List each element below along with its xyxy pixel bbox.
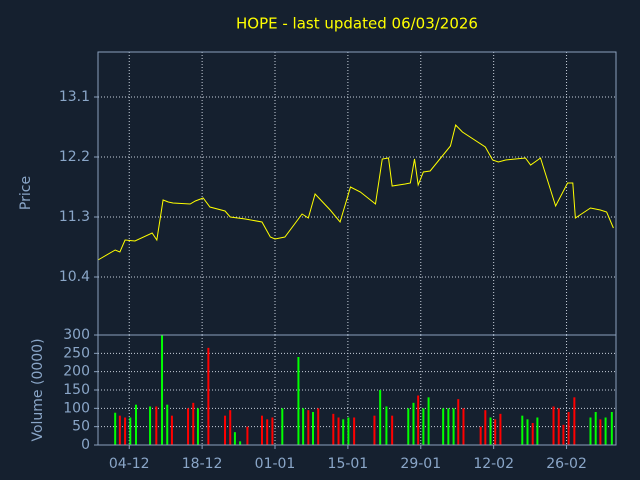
volume-bar (452, 408, 455, 445)
volume-bar (373, 415, 376, 445)
y-tick-label: 150 (63, 382, 90, 398)
volume-bar (166, 404, 169, 445)
volume-bar (442, 408, 445, 445)
y-tick-label: 50 (72, 419, 90, 435)
volume-bar (342, 419, 345, 445)
y-tick-label: 11.3 (59, 209, 90, 225)
volume-bar (407, 408, 410, 445)
y-tick-label: 250 (63, 345, 90, 361)
x-tick-label: 29-01 (400, 456, 441, 472)
y-tick-label: 300 (63, 327, 90, 343)
volume-bar (266, 419, 269, 445)
volume-bar (604, 417, 607, 445)
x-tick-label: 01-01 (255, 456, 296, 472)
volume-bar (118, 415, 121, 445)
y-tick-label: 10.4 (59, 269, 90, 285)
volume-bar (317, 408, 320, 445)
volume-bar (246, 426, 249, 445)
volume-bar (114, 412, 117, 445)
volume-bar (196, 408, 199, 445)
y-axis-label: Volume (0000) (30, 338, 46, 441)
volume-bar (427, 397, 430, 445)
y-tick-label: 200 (63, 364, 90, 380)
volume-bar (417, 395, 420, 445)
volume-bar (521, 415, 524, 445)
volume-bar (207, 347, 210, 445)
x-tick-label: 12-02 (473, 456, 514, 472)
x-tick-label: 15-01 (328, 456, 369, 472)
volume-bar (479, 426, 482, 445)
y-tick-label: 12.2 (59, 149, 90, 165)
volume-bar (307, 410, 310, 445)
volume-bar (610, 412, 613, 445)
volume-bar (567, 412, 570, 445)
price-line (97, 124, 614, 261)
volume-bar (599, 419, 602, 445)
volume-bar (124, 417, 127, 445)
volume-bar (129, 417, 132, 445)
y-tick-label: 0 (81, 437, 90, 453)
volume-bar (447, 408, 450, 445)
volume-bar (170, 415, 173, 445)
plot-frame (97, 51, 617, 336)
volume-bar (149, 406, 152, 445)
volume-bar (499, 413, 502, 445)
y-axis-label: Price (18, 176, 34, 210)
volume-bar (161, 335, 164, 445)
x-tick-label: 26-02 (546, 456, 587, 472)
volume-bar (494, 419, 497, 445)
volume-bar (302, 408, 305, 445)
volume-bar (552, 406, 555, 445)
volume-bar (233, 432, 236, 445)
volume-bar (385, 406, 388, 445)
plot-frame (97, 334, 617, 446)
volume-bar (224, 415, 227, 445)
volume-bar (239, 441, 242, 445)
volume-bar (462, 408, 465, 445)
volume-bar (531, 423, 534, 445)
volume-bar (557, 408, 560, 445)
volume-bar (526, 419, 529, 445)
volume-bar (155, 406, 158, 445)
volume-bar (594, 412, 597, 445)
volume-bar (347, 417, 350, 445)
volume-bar (229, 410, 232, 445)
y-tick-label: 13.1 (59, 89, 90, 105)
volume-bar (260, 415, 263, 445)
volume-bar (337, 417, 340, 445)
volume-bar (187, 408, 190, 445)
volume-bar (297, 357, 300, 445)
volume-bar (353, 417, 356, 445)
volume-bar (281, 408, 284, 445)
x-tick-label: 04-12 (109, 456, 150, 472)
volume-bar (457, 399, 460, 445)
volume-bar (589, 417, 592, 445)
volume-bar (484, 410, 487, 445)
x-tick-label: 18-12 (182, 456, 223, 472)
volume-bar (391, 415, 394, 445)
volume-bar (332, 413, 335, 445)
volume-bar (192, 402, 195, 445)
chart-title: HOPE - last updated 06/03/2026 (236, 15, 478, 33)
volume-bar (562, 424, 565, 445)
y-tick-label: 100 (63, 400, 90, 416)
volume-bar (422, 408, 425, 445)
volume-bar (489, 417, 492, 445)
volume-bar (536, 417, 539, 445)
volume-bar (412, 402, 415, 445)
volume-bar (379, 390, 382, 445)
volume-bar (135, 404, 138, 445)
volume-bar (312, 412, 315, 445)
volume-bar (271, 417, 274, 445)
volume-bar (573, 397, 576, 445)
